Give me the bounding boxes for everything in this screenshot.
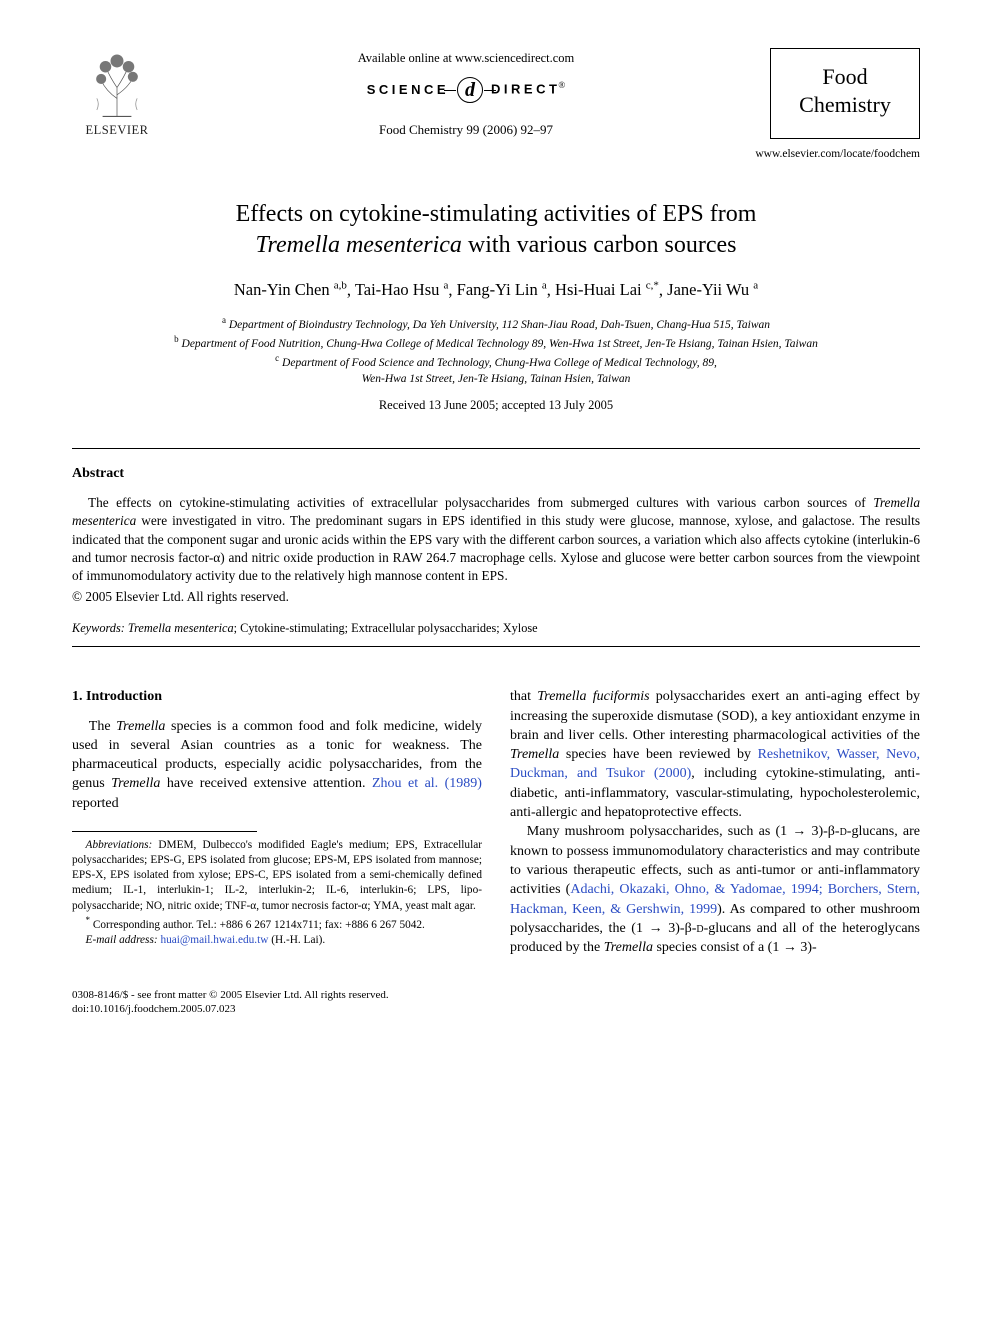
intro-para-1: The Tremella species is a common food an…: [72, 717, 482, 814]
article-dates: Received 13 June 2005; accepted 13 July …: [72, 397, 920, 414]
author-5: Jane-Yii Wu a: [667, 280, 758, 299]
sd-at-icon: d: [457, 77, 483, 103]
intro-heading: 1. Introduction: [72, 687, 482, 706]
footnotes: Abbreviations: DMEM, Dulbecco's modifide…: [72, 838, 482, 948]
footnote-abbreviations: Abbreviations: DMEM, Dulbecco's modifide…: [72, 838, 482, 914]
keywords-rest: ; Cytokine-stimulating; Extracellular po…: [234, 621, 538, 635]
body-columns: 1. Introduction The Tremella species is …: [72, 687, 920, 957]
sd-direct-text: DIRECT: [491, 82, 560, 97]
author-4: Hsi-Huai Lai c,*: [555, 280, 659, 299]
author-2: Tai-Hao Hsu a: [355, 280, 449, 299]
journal-title-box: Food Chemistry: [770, 48, 920, 139]
publisher-name: ELSEVIER: [85, 122, 148, 139]
page-header: ELSEVIER Available online at www.science…: [72, 48, 920, 139]
abstract-body: The effects on cytokine-stimulating acti…: [72, 494, 920, 586]
abstract-paragraph: The effects on cytokine-stimulating acti…: [72, 494, 920, 586]
journal-reference: Food Chemistry 99 (2006) 92–97: [162, 121, 770, 139]
affil-c-cont: Wen-Hwa 1st Street, Jen-Te Hsiang, Taina…: [72, 372, 920, 388]
abstract-copyright: © 2005 Elsevier Ltd. All rights reserved…: [72, 588, 920, 606]
affil-a: a Department of Bioindustry Technology, …: [72, 314, 920, 333]
keywords-line: Keywords: Tremella mesenterica; Cytokine…: [72, 620, 920, 637]
abstract-heading: Abstract: [72, 465, 920, 484]
sd-registered-icon: ®: [558, 80, 565, 90]
author-3: Fang-Yi Lin a: [457, 280, 547, 299]
rule-above-abstract: [72, 448, 920, 449]
available-online-text: Available online at www.sciencedirect.co…: [162, 50, 770, 67]
intro-para-1-cont: that Tremella fuciformis polysaccharides…: [510, 687, 920, 822]
footer-doi: doi:10.1016/j.foodchem.2005.07.023: [72, 1002, 920, 1016]
sd-science-text: SCIENCE: [367, 81, 449, 99]
title-species: Tremella mesenterica: [256, 232, 462, 258]
keywords-label: Keywords:: [72, 621, 125, 635]
intro-para-2: Many mushroom polysaccharides, such as (…: [510, 822, 920, 957]
author-1: Nan-Yin Chen a,b: [234, 280, 347, 299]
journal-name-line2: Chemistry: [781, 91, 909, 119]
journal-box-wrap: Food Chemistry: [770, 48, 920, 139]
sd-direct-wrap: DIRECT®: [491, 79, 565, 101]
email-link[interactable]: huai@mail.hwai.edu.tw: [160, 934, 268, 946]
page-footer: 0308-8146/$ - see front matter © 2005 El…: [72, 988, 920, 1017]
title-line1: Effects on cytokine-stimulating activiti…: [236, 201, 757, 227]
elsevier-logo: ELSEVIER: [72, 48, 162, 139]
rule-below-keywords: [72, 646, 920, 647]
sciencedirect-logo: SCIENCE d DIRECT®: [162, 77, 770, 103]
title-line2-rest: with various carbon sources: [462, 232, 737, 258]
footnote-email: E-mail address: huai@mail.hwai.edu.tw (H…: [72, 933, 482, 948]
column-right: that Tremella fuciformis polysaccharides…: [510, 687, 920, 957]
affil-c: c Department of Food Science and Technol…: [72, 352, 920, 371]
footer-copyright: 0308-8146/$ - see front matter © 2005 El…: [72, 988, 920, 1002]
affiliations: a Department of Bioindustry Technology, …: [72, 314, 920, 388]
footnote-corresponding: * Corresponding author. Tel.: +886 6 267…: [72, 914, 482, 933]
journal-name-line1: Food: [781, 63, 909, 91]
affil-b: b Department of Food Nutrition, Chung-Hw…: [72, 333, 920, 352]
column-left: 1. Introduction The Tremella species is …: [72, 687, 482, 957]
article-title: Effects on cytokine-stimulating activiti…: [72, 199, 920, 261]
footnote-rule: [72, 831, 257, 832]
keywords-species: Tremella mesenterica: [128, 621, 234, 635]
header-center: Available online at www.sciencedirect.co…: [162, 48, 770, 138]
authors-line: Nan-Yin Chen a,b, Tai-Hao Hsu a, Fang-Yi…: [72, 279, 920, 302]
journal-url: www.elsevier.com/locate/foodchem: [72, 147, 920, 163]
elsevier-tree-icon: [81, 48, 153, 120]
ref-zhou-1989[interactable]: Zhou et al. (1989): [372, 776, 482, 791]
